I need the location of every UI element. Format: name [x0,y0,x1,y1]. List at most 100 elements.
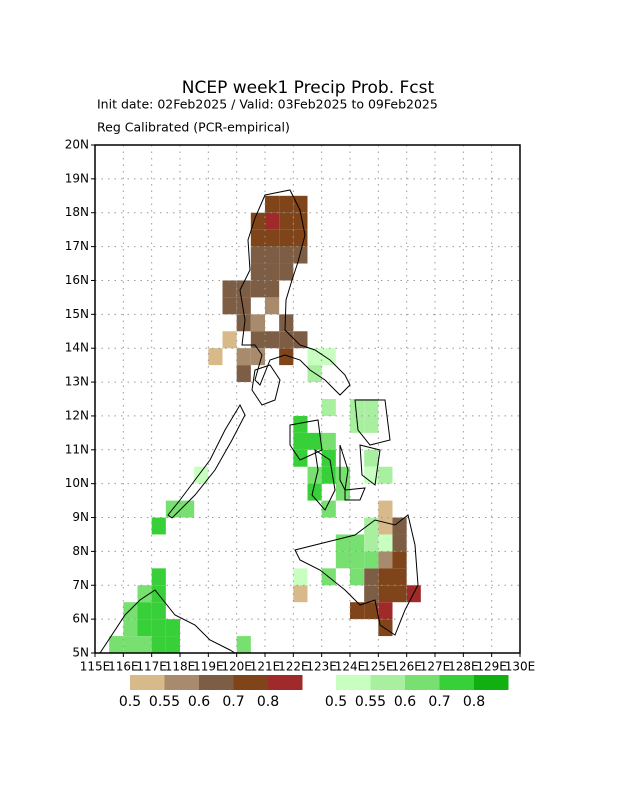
prob-cell [321,432,336,450]
prob-cell [208,348,223,366]
colorbar-label: 0.5 [325,694,347,710]
prob-cell [250,331,265,349]
colorbar-box [370,675,405,690]
prob-cell [392,568,407,586]
prob-cell [151,517,166,535]
prob-cell [265,212,280,230]
x-tick-label: 124E [335,660,366,674]
prob-cell [250,280,265,298]
prob-cell [137,585,152,603]
y-tick-label: 17N [65,239,89,253]
prob-cell [364,415,379,433]
colorbar-box [405,675,440,690]
prob-cell [293,246,308,264]
colorbar-box [199,675,234,690]
prob-cell [250,212,265,230]
prob-cell [279,348,294,366]
prob-cell [222,297,237,315]
prob-cell [137,636,152,653]
prob-cell [378,517,393,535]
prob-cell [307,348,322,366]
x-tick-label: 118E [165,660,196,674]
prob-cell [265,229,280,247]
prob-cell [165,619,180,637]
y-tick-label: 10N [65,476,89,490]
prob-cell [109,636,124,653]
frame [94,144,521,654]
prob-cell [279,263,294,281]
colorbar-label: 0.6 [188,694,210,710]
prob-cell [279,331,294,349]
y-tick-label: 14N [65,341,89,355]
panay [289,419,323,461]
prob-cell [378,500,393,518]
prob-cell [279,314,294,332]
prob-cell [364,602,379,620]
y-tick-label: 15N [65,307,89,321]
prob-cell [321,500,336,518]
prob-cell [180,500,195,518]
y-tick-label: 8N [72,544,89,558]
colorbar-label: 0.6 [394,694,416,710]
y-tick-label: 6N [72,612,89,626]
prob-cell [151,568,166,586]
prob-cell [236,297,251,315]
prob-cell [350,568,365,586]
prob-cell [151,585,166,603]
colorbar-label: 0.55 [149,694,180,710]
y-tick-label: 19N [65,171,89,185]
prob-cell [378,602,393,620]
prob-cell [364,585,379,603]
prob-cell [165,636,180,653]
prob-cell [378,551,393,569]
prob-cell [123,636,138,653]
prob-cell [279,229,294,247]
x-tick-label: 120E [221,660,252,674]
x-tick-label: 127E [420,660,451,674]
x-tick-label: 122E [278,660,309,674]
coastline [99,189,419,654]
x-tick-label: 115E [80,660,111,674]
subtitle: Init date: 02Feb2025 / Valid: 03Feb2025 … [97,97,438,112]
colorbars: 0.5 0.55 0.6 0.7 0.8 0.5 0.55 0.6 0.7 0.8 [119,675,509,710]
colorbar-box [474,675,509,690]
y-tick-label: 16N [65,273,89,287]
prob-cell [378,585,393,603]
prob-cell [307,432,322,450]
prob-cell [293,432,308,450]
prob-cell [250,229,265,247]
prob-cell [279,246,294,264]
prob-cell [236,348,251,366]
prob-cell [265,263,280,281]
prob-cell [293,229,308,247]
prob-cell [279,212,294,230]
bohol [344,487,366,501]
y-tick-label: 12N [65,408,89,422]
prob-cell [364,399,379,416]
prob-cell [222,331,237,349]
prob-cell [293,331,308,349]
prob-cell [250,246,265,264]
colorbar-box [336,675,371,690]
prob-cell [137,619,152,637]
prob-cell [151,619,166,637]
x-tick-label: 116E [108,660,139,674]
y-tick-label: 13N [65,375,89,389]
y-tick-label: 11N [65,442,89,456]
prob-cell [222,280,237,298]
prob-cell [265,331,280,349]
prob-cell [364,568,379,586]
prob-cell [265,246,280,264]
prob-cell [378,619,393,637]
prob-cell [279,195,294,213]
prob-cell [364,449,379,467]
prob-cell [321,348,336,366]
colorbar-label: 0.8 [463,694,485,710]
colorbar-label: 0.8 [257,694,279,710]
prob-cell [378,466,393,484]
prob-cell [392,585,407,603]
colorbar-box [268,675,303,690]
x-tick-label: 130E [505,660,536,674]
prob-cell [293,585,308,603]
